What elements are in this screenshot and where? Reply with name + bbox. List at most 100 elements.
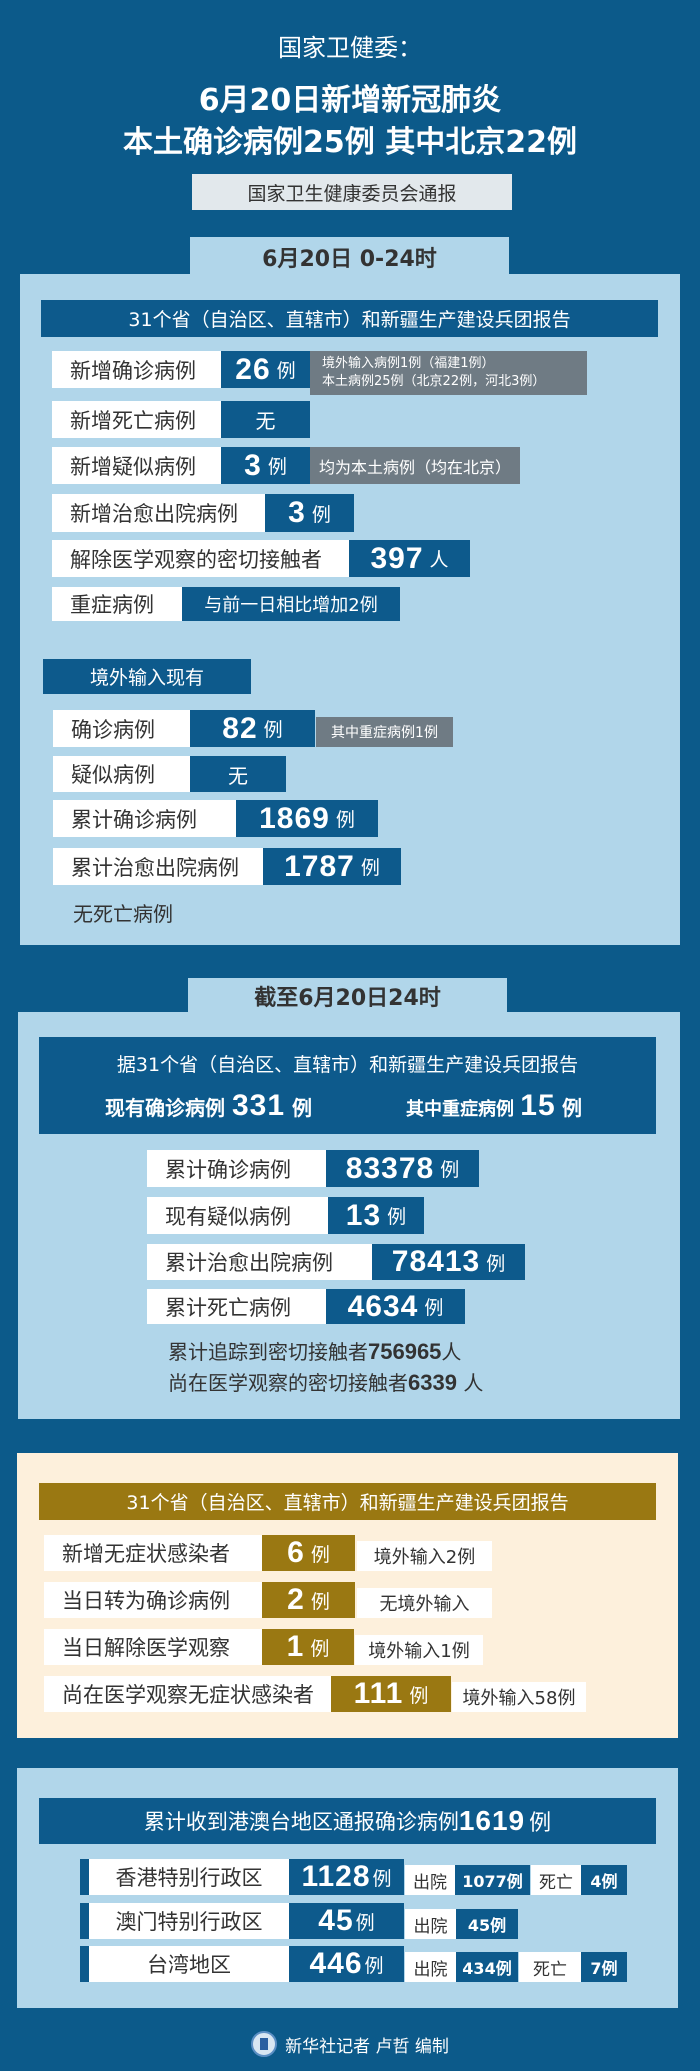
value-number: 6 [287, 1536, 305, 1569]
value-number: 1869 [259, 801, 330, 835]
value-unit: 例 [440, 1159, 460, 1181]
value-number: 3 [288, 496, 306, 529]
row-value: 1787 例 [263, 848, 401, 885]
current-unit: 例 [292, 1096, 312, 1120]
current-severe: 其中重症病例 15 例 [406, 1089, 582, 1123]
value-unit: 例 [310, 1590, 330, 1613]
discharged-label: 出院 [405, 1865, 455, 1895]
headline-line1: 6月20日新增新冠肺炎 [198, 83, 502, 118]
value-number: 83378 [345, 1151, 435, 1185]
row-value: 1869 例 [236, 800, 378, 837]
source-box: 国家卫生健康委员会通报 [192, 174, 512, 210]
row-label: 累计死亡病例 [147, 1289, 326, 1324]
row-label: 新增疑似病例 [52, 447, 221, 484]
value-unit: 例 [360, 857, 380, 879]
regions-total-unit: 例 [529, 1811, 552, 1836]
value-unit: 人 [429, 549, 449, 571]
region-label: 香港特别行政区 [89, 1859, 289, 1895]
section1-tab: 6月20日 0-24时 [190, 237, 509, 277]
value-unit: 例 [387, 1206, 407, 1228]
value-unit: 例 [355, 1911, 375, 1934]
regions-header-text: 累计收到港澳台地区通报确诊病例 [143, 1810, 459, 1834]
row-label: 重症病例 [52, 587, 182, 621]
row-note: 境外输入2例 [357, 1541, 492, 1571]
value-unit: 例 [335, 809, 355, 831]
severe-unit: 例 [561, 1096, 582, 1120]
current-confirmed: 现有确诊病例 331 例 [105, 1089, 312, 1123]
imported-title-bar: 境外输入现有 [43, 659, 251, 694]
death-label: 死亡 [531, 1865, 581, 1895]
row-label: 当日解除医学观察 [44, 1629, 262, 1665]
regions-total-value: 1619 [458, 1805, 526, 1836]
region-value: 446 例 [289, 1946, 404, 1982]
note-line: 境外输入病例1例（福建1例） [322, 356, 495, 371]
row-label: 累计治愈出院病例 [53, 848, 263, 885]
row-label: 新增确诊病例 [52, 351, 221, 388]
value-number: 82 [222, 711, 258, 745]
value-number: 4634 [347, 1289, 419, 1323]
row-label: 累计确诊病例 [147, 1150, 326, 1187]
death-label: 死亡 [519, 1952, 581, 1982]
value-unit: 例 [372, 1867, 392, 1890]
contacts-observed-value: 6339 [408, 1370, 457, 1395]
row-accent [80, 1903, 89, 1939]
discharged-value: 434例 [456, 1952, 518, 1982]
value-number: 1 [286, 1630, 305, 1663]
value-number: 3 [244, 448, 262, 482]
row-note: 其中重症病例1例 [316, 717, 453, 747]
row-accent [80, 1859, 89, 1895]
footer-credit: 新华社记者 卢哲 编制 [285, 2036, 449, 2057]
region-value: 1128 例 [289, 1859, 404, 1895]
row-value: 4634 例 [326, 1289, 465, 1324]
row-value: 与前一日相比增加2例 [182, 587, 400, 621]
discharged-value: 45例 [456, 1909, 518, 1939]
value-number: 2 [287, 1583, 305, 1616]
asymptomatic-header-bar: 31个省（自治区、直辖市）和新疆生产建设兵团报告 [39, 1483, 656, 1520]
row-label: 新增治愈出院病例 [52, 494, 265, 532]
value-unit: 例 [486, 1252, 506, 1275]
value-number: 26 [235, 352, 271, 386]
row-value: 82 例 [190, 710, 315, 747]
contacts-traced-value: 756965 [368, 1339, 442, 1364]
row-label: 确诊病例 [53, 710, 190, 747]
value-unit: 例 [267, 456, 287, 478]
discharged-label: 出院 [405, 1909, 456, 1939]
severe-value: 15 [520, 1089, 556, 1122]
value-unit: 例 [364, 1954, 384, 1977]
contacts-traced-label: 累计追踪到密切接触者 [168, 1340, 368, 1364]
value-number: 13 [345, 1198, 382, 1232]
footer: 新华社记者 卢哲 编制 [0, 2030, 700, 2058]
row-value: 78413 例 [372, 1244, 525, 1280]
row-value: 13 例 [328, 1197, 424, 1234]
row-value: 83378 例 [326, 1150, 479, 1187]
contacts-observed: 尚在医学观察的密切接触者6339 人 [168, 1367, 483, 1396]
row-label: 尚在医学观察无症状感染者 [44, 1676, 331, 1712]
region-value: 45 例 [289, 1903, 404, 1939]
discharged-label: 出院 [405, 1952, 456, 1982]
row-value: 无 [221, 401, 310, 438]
severe-label: 其中重症病例 [406, 1099, 514, 1120]
value-number: 1787 [284, 849, 355, 883]
value-number: 111 [353, 1677, 404, 1710]
section1-header-bar: 31个省（自治区、直辖市）和新疆生产建设兵团报告 [41, 300, 658, 337]
row-label: 新增死亡病例 [52, 401, 221, 438]
region-label: 台湾地区 [89, 1946, 289, 1982]
current-value: 331 [231, 1089, 286, 1122]
row-note: 境外输入58例 [452, 1682, 586, 1712]
row-note: 均为本土病例（均在北京） [310, 447, 520, 484]
org-title: 国家卫健委： [278, 33, 422, 62]
row-value: 无 [190, 756, 286, 792]
headline-line2: 本土确诊病例25例 其中北京22例 [123, 125, 577, 160]
contacts-traced: 累计追踪到密切接触者756965人 [168, 1336, 461, 1365]
no-death-text: 无死亡病例 [73, 902, 173, 926]
row-label: 累计确诊病例 [53, 800, 236, 837]
section2-header-box: 据31个省（自治区、直辖市）和新疆生产建设兵团报告 现有确诊病例 331 例 其… [39, 1037, 656, 1134]
note-line: 本土病例25例（北京22例，河北3例） [322, 374, 546, 389]
row-label: 疑似病例 [53, 756, 190, 792]
regions-header-bar: 累计收到港澳台地区通报确诊病例 1619 例 [39, 1798, 656, 1844]
